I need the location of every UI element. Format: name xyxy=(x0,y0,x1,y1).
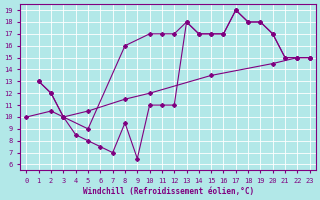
X-axis label: Windchill (Refroidissement éolien,°C): Windchill (Refroidissement éolien,°C) xyxy=(83,187,254,196)
